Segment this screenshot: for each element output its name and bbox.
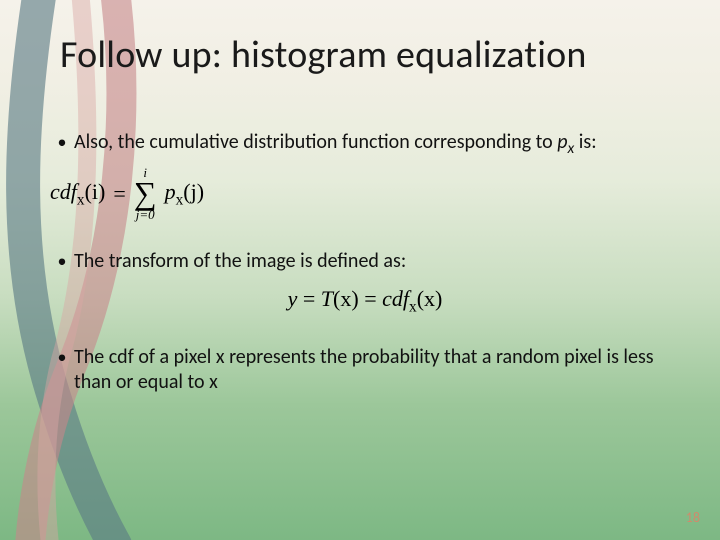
- bullet-1: • Also, the cumulative distribution func…: [50, 130, 680, 158]
- bullet-dot: •: [50, 249, 74, 273]
- eq1-cdf-sub: x: [77, 191, 85, 208]
- eq1-cdf: cdf: [50, 179, 77, 204]
- eq2-cdf: cdf: [382, 286, 409, 311]
- eq1-equals: =: [113, 181, 125, 207]
- equation-1: cdfx(i) = i ∑ j=0 px(j): [50, 166, 680, 221]
- page-number: 18: [686, 509, 700, 526]
- bullet-3: • The cdf of a pixel x represents the pr…: [50, 345, 680, 395]
- eq2-eq1: =: [297, 286, 320, 311]
- eq1-p-arg: (j): [183, 179, 204, 204]
- eq2-T: T: [321, 286, 333, 311]
- bullet-1-pre: Also, the cumulative distribution functi…: [74, 130, 557, 154]
- eq2-cdf-sub: x: [409, 299, 417, 316]
- eq1-sum: i ∑ j=0: [134, 166, 157, 221]
- eq1-rhs: px(j): [165, 179, 204, 209]
- equation-2: y = T(x) = cdfx(x): [50, 286, 680, 316]
- bullet-list: • Also, the cumulative distribution func…: [50, 130, 680, 395]
- eq2-eq2: =: [359, 286, 382, 311]
- eq1-cdf-arg: (i): [85, 179, 106, 204]
- bullet-2-text: The transform of the image is defined as…: [74, 249, 680, 274]
- bullet-1-post: is:: [574, 130, 596, 154]
- slide: Follow up: histogram equalization • Also…: [0, 0, 720, 540]
- eq1-p: p: [165, 179, 176, 204]
- eq1-lhs: cdfx(i): [50, 179, 105, 209]
- eq1-sigma: ∑: [134, 179, 157, 208]
- eq1-sum-bot: j=0: [136, 208, 155, 221]
- bullet-2: • The transform of the image is defined …: [50, 249, 680, 274]
- bullet-dot: •: [50, 130, 74, 154]
- bullet-1-text: Also, the cumulative distribution functi…: [74, 130, 680, 158]
- bullet-3-text: The cdf of a pixel x represents the prob…: [74, 345, 680, 395]
- eq2-y: y: [288, 286, 298, 311]
- slide-title: Follow up: histogram equalization: [60, 32, 690, 78]
- bullet-dot: •: [50, 345, 74, 369]
- eq2-cdf-arg: (x): [417, 286, 443, 311]
- bullet-1-p: p: [557, 130, 567, 154]
- eq2-Targ: (x): [333, 286, 359, 311]
